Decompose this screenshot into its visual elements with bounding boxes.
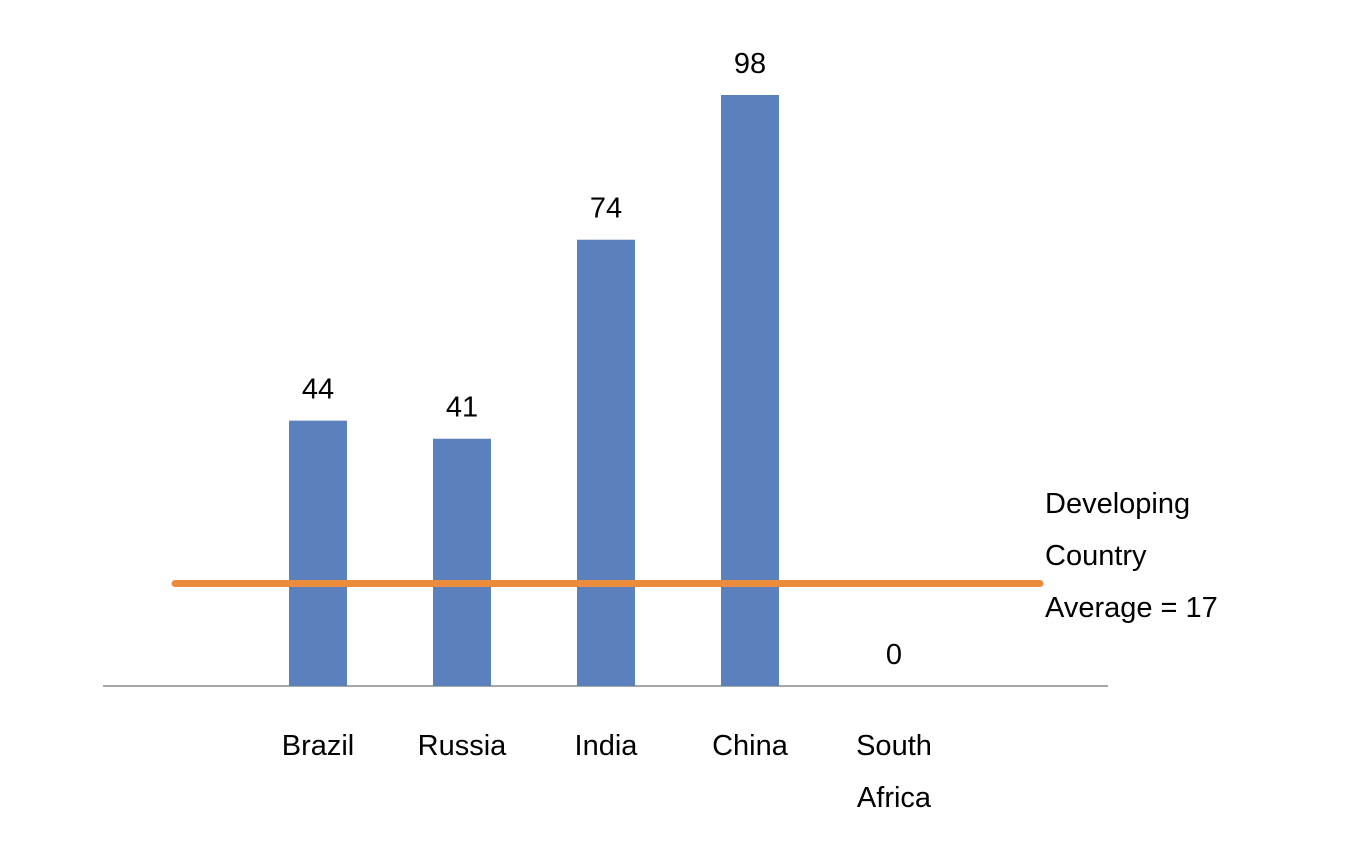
bar (721, 95, 779, 686)
reference-label: Average = 17 (1045, 592, 1218, 624)
x-tick-label: Russia (417, 730, 507, 762)
bar (433, 438, 491, 686)
x-tick-label: South Africa (856, 730, 932, 814)
value-label: 74 (590, 193, 622, 225)
x-tick-label: China (712, 730, 788, 762)
value-label: 0 (886, 639, 902, 671)
value-label: 41 (446, 392, 478, 424)
value-label: 98 (734, 48, 766, 80)
value-label: 44 (302, 374, 334, 406)
reference-label: Country (1045, 540, 1147, 572)
bar (289, 420, 347, 686)
bar (577, 239, 635, 687)
reference-label: Developing (1045, 488, 1191, 520)
x-tick-label: India (574, 730, 638, 762)
x-tick-label: Brazil (281, 730, 355, 762)
